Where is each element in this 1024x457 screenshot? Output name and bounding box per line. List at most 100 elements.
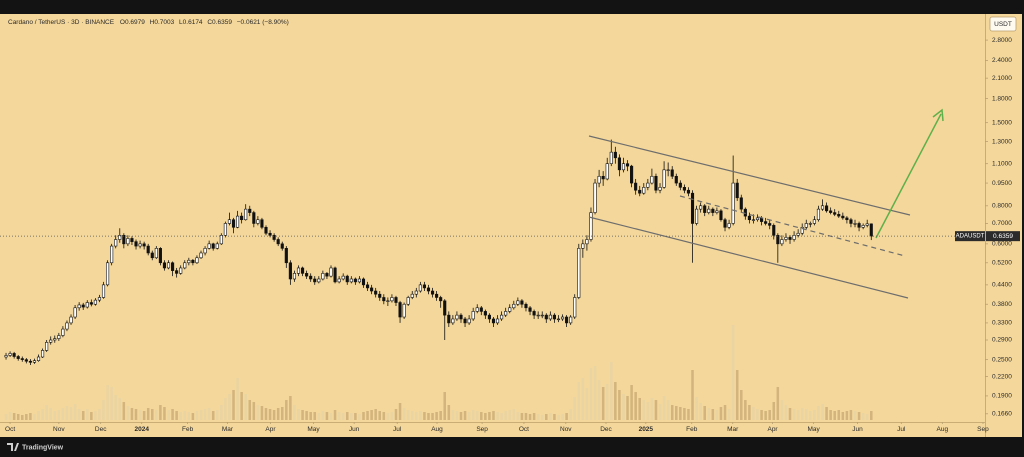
chart-background (0, 14, 1022, 437)
volume-bar (49, 408, 52, 420)
candle-body (256, 219, 260, 224)
candle-body (73, 307, 77, 318)
volume-bar (345, 412, 349, 420)
high-value: H0.7003 (150, 19, 175, 26)
candle-body (650, 175, 654, 184)
volume-bar (735, 370, 739, 420)
x-tick-label: Dec (95, 426, 107, 433)
candle-body (455, 314, 459, 320)
candle-body (825, 205, 829, 212)
candle-body (475, 307, 479, 312)
volume-bar (524, 413, 528, 420)
volume-bar (402, 408, 406, 420)
candle-body (199, 252, 203, 259)
volume-bar (57, 410, 61, 420)
candle-body (833, 212, 837, 215)
candle-body (625, 163, 630, 167)
volume-bar (358, 414, 361, 420)
candle-body (142, 243, 146, 247)
footer-logo: TradingView (7, 443, 64, 451)
candle-body (361, 278, 366, 286)
y-tick-label: 0.9500 (992, 180, 1012, 187)
candle-body (8, 353, 12, 356)
candle-body (646, 182, 650, 188)
volume-bar (114, 395, 117, 420)
candle-body (849, 219, 853, 224)
volume-bar (670, 405, 674, 420)
candle-body (536, 314, 540, 317)
candle-body (36, 356, 41, 361)
volume-bar (512, 409, 516, 420)
volume-bar (151, 409, 154, 420)
symbol-label-box (955, 231, 985, 242)
volume-bar (760, 410, 763, 420)
volume-bar (553, 414, 556, 420)
candle-body (731, 182, 735, 224)
candle-body (865, 223, 869, 226)
candle-body (512, 303, 516, 309)
candle-body (41, 350, 45, 358)
y-tick-label: 0.8000 (992, 203, 1012, 210)
candle-body (784, 237, 788, 240)
volume-bar (285, 400, 288, 420)
candle-body (264, 226, 268, 234)
channel-mid-line (679, 195, 906, 257)
currency[interactable]: USDT (994, 21, 1012, 28)
candle-body (487, 314, 491, 320)
candle-body (158, 248, 162, 264)
candle-body (231, 219, 236, 228)
candle-body (154, 248, 158, 259)
candle-body (296, 267, 301, 274)
candle-body (556, 318, 561, 321)
y-tick-label: 0.2500 (992, 356, 1012, 363)
volume-bar (800, 408, 804, 420)
candle-body (402, 303, 406, 318)
x-tick-label: Sep (476, 426, 488, 433)
volume-bar (297, 409, 300, 420)
volume-bar (94, 411, 97, 420)
volume-bar (752, 407, 755, 420)
x-tick-label: Aug (937, 426, 949, 433)
volume-bar (398, 403, 402, 420)
volume-bar (86, 409, 89, 420)
x-tick-label: Mar (727, 426, 739, 433)
x-tick-label: Oct (5, 426, 15, 433)
candle-body (573, 297, 577, 318)
volume-bar (81, 411, 85, 420)
candle-body (719, 210, 723, 221)
candle-body (16, 356, 20, 359)
currency-box[interactable] (989, 16, 1017, 32)
candle-body (670, 169, 674, 177)
volume-bar (69, 407, 73, 420)
candle-body (430, 290, 435, 295)
candle-body (309, 275, 313, 280)
volume-bar (573, 397, 576, 420)
volume-bar (179, 412, 182, 420)
candle-body (179, 267, 183, 274)
volume-bar (118, 398, 122, 420)
volume-bar (662, 396, 666, 420)
volume-bar (29, 413, 32, 420)
candle-body (816, 208, 821, 221)
candle-body (223, 223, 227, 236)
candle-body (410, 293, 414, 298)
volume-bar (589, 368, 593, 420)
candle-body (252, 212, 256, 224)
candle-body (12, 353, 16, 357)
candle-body (686, 189, 691, 194)
x-tick-label: Sep (977, 426, 989, 433)
candle-body (593, 182, 597, 213)
volume-bar (77, 409, 81, 420)
volume-bar (654, 400, 658, 420)
candle-body (755, 217, 760, 221)
candle-body (703, 205, 707, 213)
volume-bar (435, 412, 438, 420)
volume-bar (865, 414, 869, 420)
candle-body (166, 262, 171, 269)
candle-body (479, 307, 483, 312)
volume-bar (780, 400, 784, 420)
candle-body (292, 273, 297, 280)
candle-body (276, 239, 280, 245)
symbol-title: Cardano / TetherUS · 3D · BINANCE (8, 19, 115, 26)
volume-bar (630, 385, 633, 420)
